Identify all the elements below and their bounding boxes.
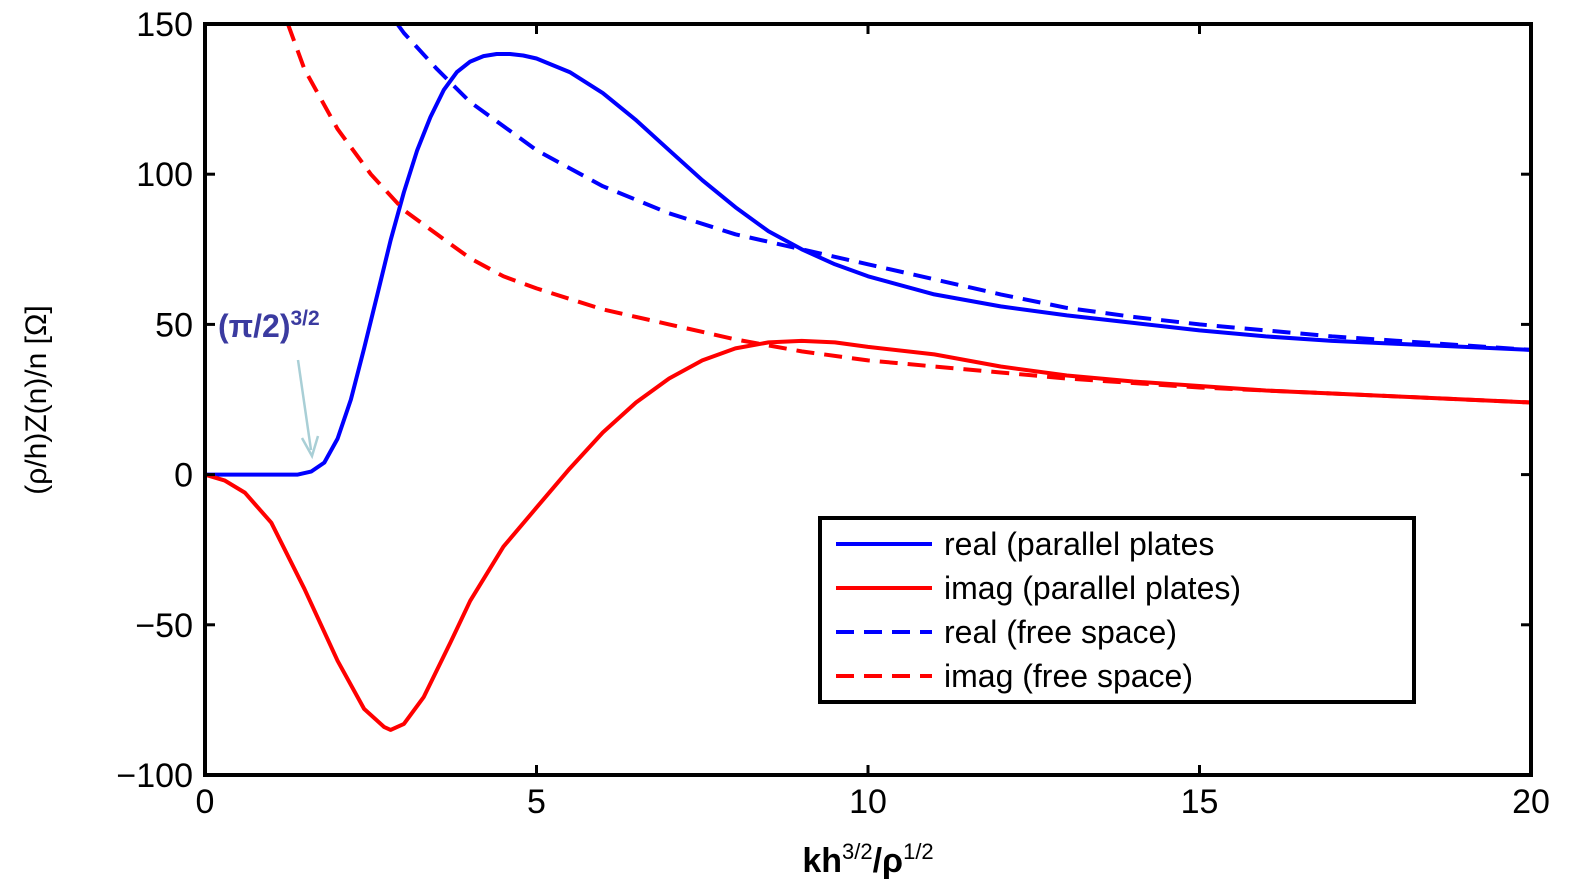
annotation-sup: 3/2 <box>291 307 320 330</box>
series-line-0 <box>205 52 1531 477</box>
annotation-text: (π/2) <box>218 308 291 344</box>
tick-layer: 0 5 10 15 20 −100 −50 0 50 100 150 <box>116 6 1550 821</box>
legend-label-2: real (free space) <box>944 614 1177 650</box>
legend-label-1: imag (parallel plates) <box>944 570 1241 606</box>
x-axis-label-sup2: 1/2 <box>903 839 934 864</box>
y-tick-label: 100 <box>136 156 193 194</box>
annotation: (π/2)3/2 <box>218 307 320 460</box>
x-axis-label-mid: /ρ <box>873 842 903 880</box>
x-axis-label: kh3/2/ρ1/2 <box>802 839 933 880</box>
y-tick-label: −100 <box>116 757 193 795</box>
y-tick-label: −50 <box>135 607 193 645</box>
x-tick-label: 15 <box>1181 783 1219 821</box>
legend-box <box>818 516 1416 704</box>
annotation-arrow-shaft <box>296 359 313 451</box>
x-axis-label-sup1: 3/2 <box>842 839 873 864</box>
legend: real (parallel plates imag (parallel plat… <box>818 516 1416 704</box>
x-tick-label: 20 <box>1512 783 1550 821</box>
y-tick-label: 150 <box>136 6 193 44</box>
legend-label-0: real (parallel plates <box>944 526 1214 562</box>
x-axis-label-base: kh <box>802 842 842 880</box>
x-tick-label: 0 <box>196 783 215 821</box>
series-line-3 <box>286 24 1531 405</box>
y-axis-label: (ρ/h)Z(n)/n [Ω] <box>20 305 53 495</box>
x-tick-label: 10 <box>849 783 887 821</box>
series-line-2 <box>395 24 1531 352</box>
annotation-arrow-head <box>300 435 320 460</box>
series-line-1 <box>205 338 1531 732</box>
legend-label-3: imag (free space) <box>944 658 1193 694</box>
series-layer <box>205 24 1531 732</box>
x-tick-label: 5 <box>527 783 546 821</box>
y-tick-label: 50 <box>155 306 193 344</box>
annotation-label: (π/2)3/2 <box>218 307 320 344</box>
y-tick-label: 0 <box>174 457 193 495</box>
